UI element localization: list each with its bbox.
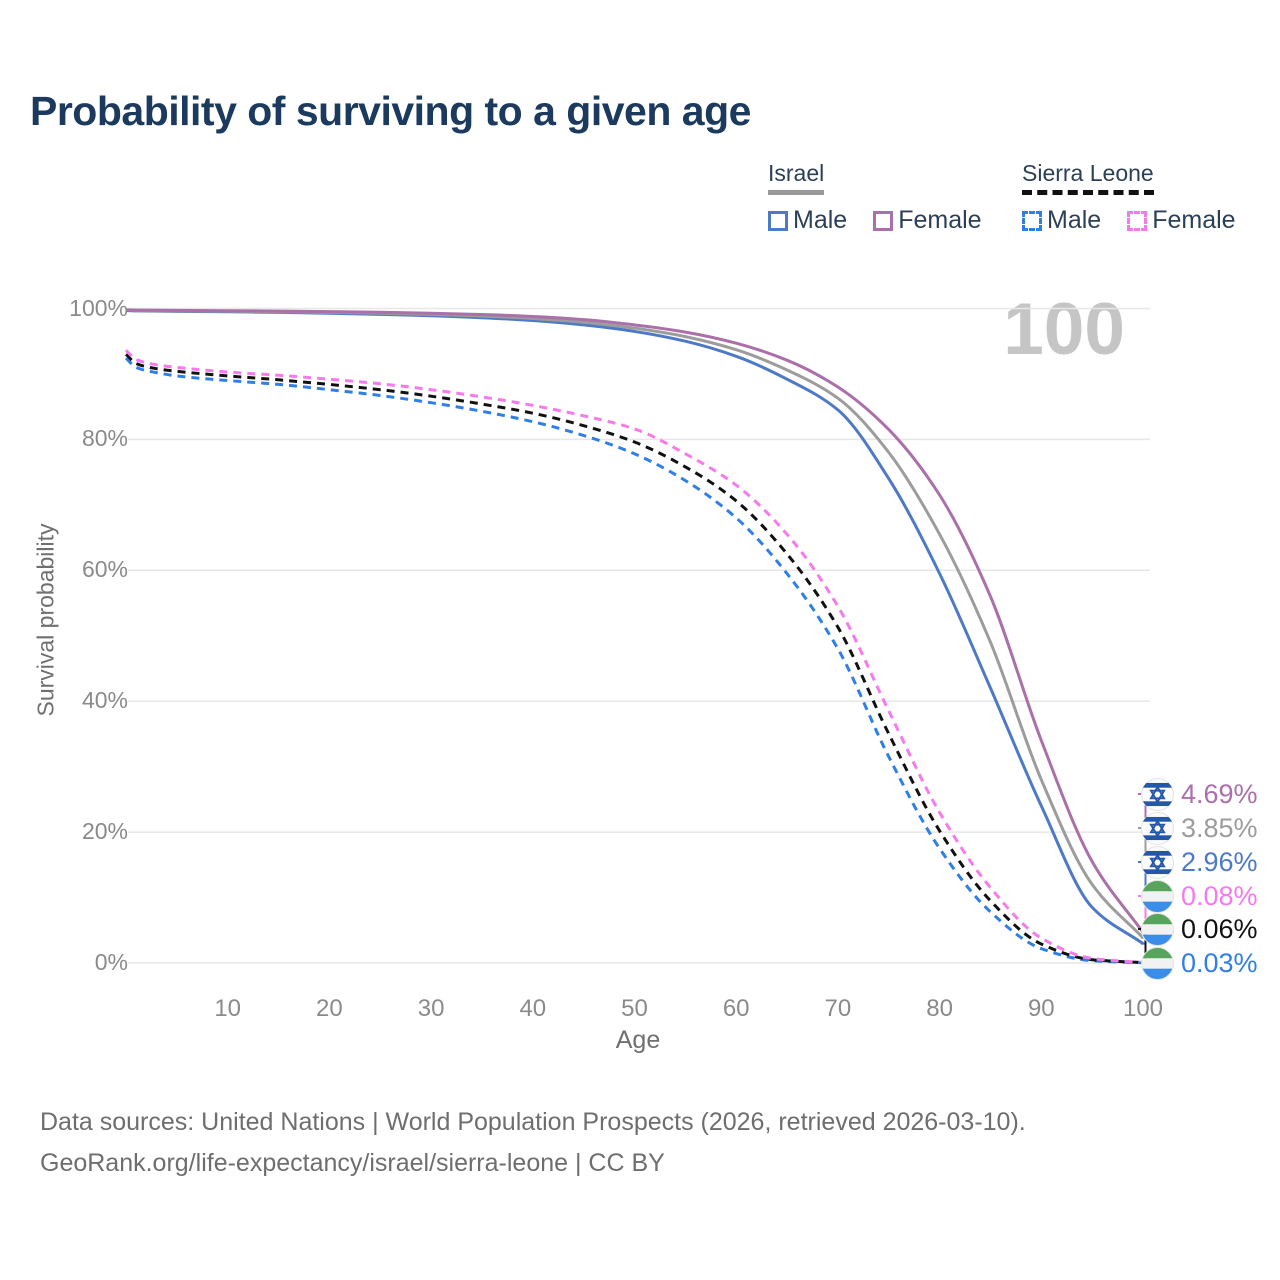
data-source-text: Data sources: United Nations | World Pop…	[40, 1108, 1026, 1136]
legend-group-label-israel: Israel	[768, 160, 825, 195]
end-label-sierra-leone-male: 0.03%	[1141, 946, 1258, 980]
x-tick-label: 30	[417, 995, 445, 1022]
sierra-leone-flag-icon	[1141, 913, 1174, 946]
legend-group-label-sierra-leone: Sierra Leone	[1022, 160, 1154, 195]
gridlines	[128, 307, 1150, 964]
x-axis-title: Age	[615, 1026, 661, 1054]
sierra-leone-flag-icon	[1141, 880, 1174, 913]
line-israel-female	[125, 308, 1145, 934]
legend-group-sierra-leone: Sierra Leone Male Female	[1022, 160, 1236, 235]
line-sierra-leone-female	[124, 349, 1144, 964]
end-label-sierra-leone-female: 0.08%	[1141, 879, 1258, 913]
age-frame-marker: 100	[1003, 289, 1125, 370]
line-israel-combined	[125, 308, 1145, 939]
legend-label-israel-female: Female	[898, 206, 982, 234]
legend-item-israel-male[interactable]: Male	[768, 206, 847, 235]
x-tick-label: 80	[926, 995, 953, 1022]
y-tick-label: 100%	[69, 294, 128, 321]
end-value-israel-male: 2.96%	[1181, 846, 1258, 877]
end-value-sierra-leone-male: 0.03%	[1181, 947, 1258, 978]
end-label-israel-combined: 3.85%	[1141, 811, 1258, 845]
end-value-sierra-leone-female: 0.08%	[1181, 880, 1258, 911]
end-label-israel-male: 2.96%	[1141, 845, 1258, 879]
end-label-israel-female: 4.69%	[1141, 777, 1258, 811]
end-value-israel-combined: 3.85%	[1181, 812, 1258, 843]
y-tick-label: 80%	[81, 425, 128, 452]
x-tick-label: 100	[1122, 995, 1164, 1022]
legend-label-sierra-leone-female: Female	[1152, 206, 1236, 234]
israel-flag-icon	[1141, 846, 1174, 879]
israel-flag-icon	[1141, 812, 1174, 845]
y-tick-label: 60%	[81, 556, 128, 583]
x-tick-label: 90	[1027, 995, 1055, 1022]
y-tick-label: 0%	[94, 949, 128, 975]
sierra-leone-female-swatch-icon	[1127, 210, 1148, 231]
end-value-sierra-leone-combined: 0.06%	[1181, 913, 1258, 944]
end-value-israel-female: 4.69%	[1181, 778, 1258, 809]
y-tick-label: 40%	[81, 687, 128, 714]
legend-item-sierra-leone-female[interactable]: Female	[1127, 206, 1236, 235]
israel-flag-icon	[1141, 778, 1174, 811]
legend-label-sierra-leone-male: Male	[1047, 206, 1102, 234]
line-sierra-leone-combined	[124, 353, 1144, 965]
israel-female-swatch-icon	[873, 210, 894, 231]
x-tick-label: 70	[824, 995, 852, 1022]
end-label-sierra-leone-combined: 0.06%	[1141, 912, 1258, 946]
legend-item-sierra-leone-male[interactable]: Male	[1022, 206, 1101, 235]
x-tick-label: 40	[519, 995, 547, 1022]
line-sierra-leone-male	[124, 357, 1144, 965]
israel-male-swatch-icon	[768, 210, 788, 231]
line-israel-male	[125, 309, 1144, 945]
x-tick-label: 10	[214, 995, 242, 1022]
x-tick-label: 60	[722, 995, 750, 1022]
legend-label-israel-male: Male	[793, 206, 848, 234]
legend-group-israel: Israel Male Female	[768, 160, 982, 235]
x-tick-label: 20	[316, 995, 343, 1022]
attribution-text: GeoRank.org/life-expectancy/israel/sierr…	[40, 1149, 665, 1177]
x-tick-label: 50	[621, 995, 648, 1022]
y-tick-label: 20%	[81, 818, 128, 845]
sierra-leone-male-swatch-icon	[1022, 210, 1042, 231]
page-title: Probability of surviving to a given age	[30, 88, 751, 134]
sierra-leone-flag-icon	[1141, 947, 1174, 980]
legend-item-israel-female[interactable]: Female	[873, 206, 982, 235]
